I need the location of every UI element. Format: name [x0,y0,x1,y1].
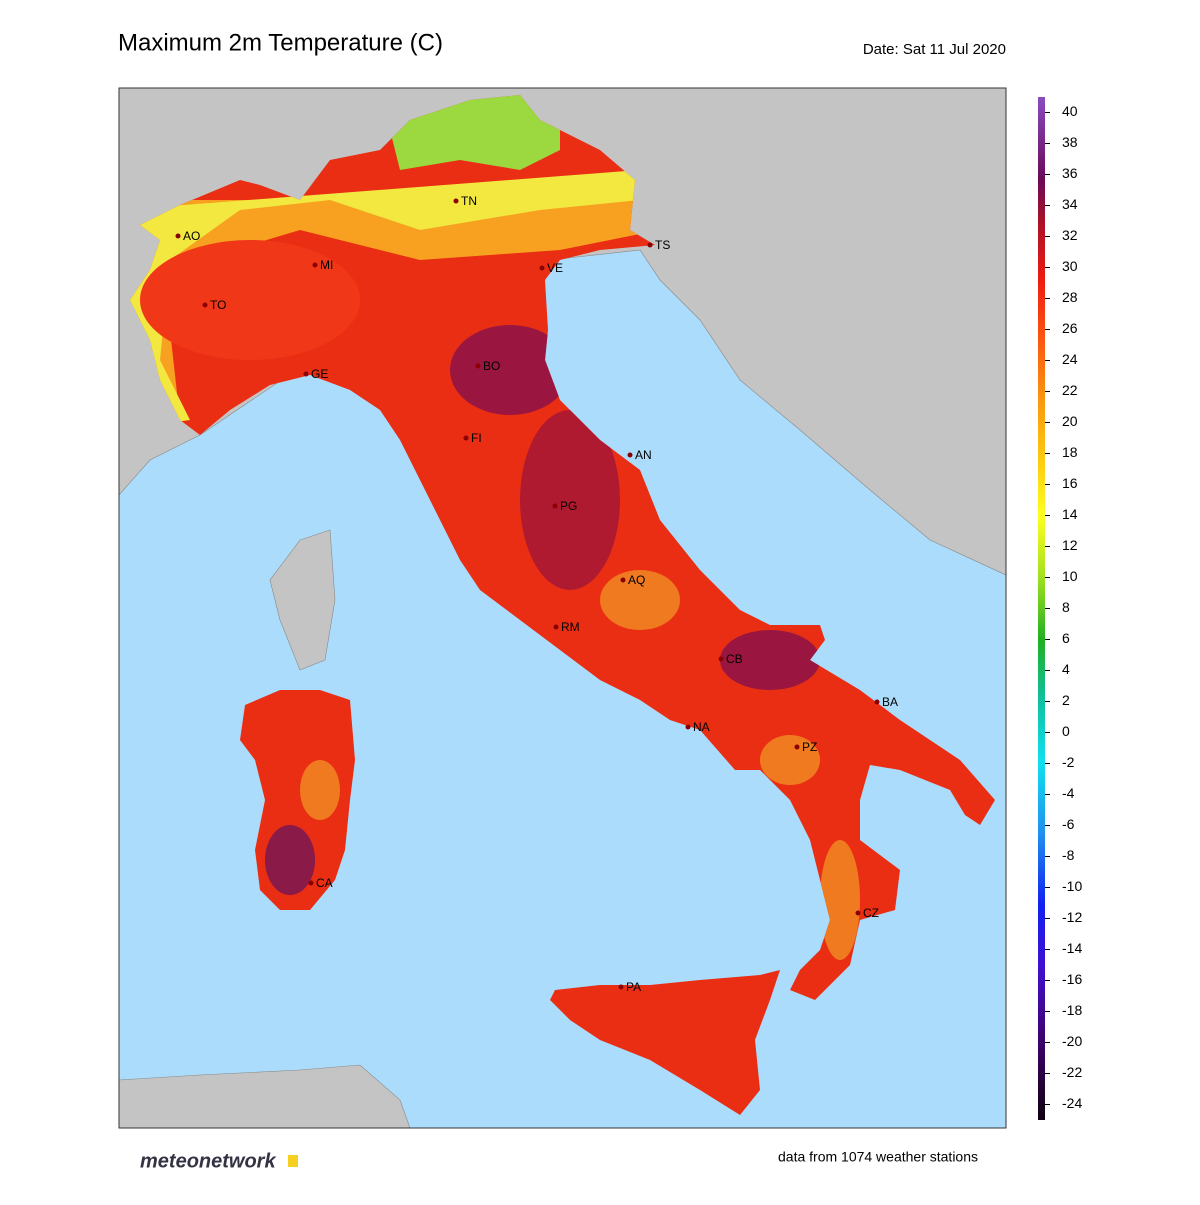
colorbar-tick-label: -10 [1062,878,1082,894]
city-label: PA [626,980,641,994]
city-label: AN [635,448,652,462]
colorbar-tick-label: 6 [1062,630,1070,646]
city-label: MI [320,258,333,272]
city-dot [539,265,545,271]
colorbar-tick-label: -20 [1062,1033,1082,1049]
city-label: RM [561,620,580,634]
city-label: TN [461,194,477,208]
colorbar-tick-label: -24 [1062,1095,1082,1111]
colorbar-tick-label: 26 [1062,320,1078,336]
city-dot [308,880,314,886]
colorbar-tick-label: 32 [1062,227,1078,243]
city-label: CB [726,652,743,666]
colorbar-tick-label: -14 [1062,940,1082,956]
city-dot [627,452,633,458]
city-label: FI [471,431,482,445]
colorbar-tick-label: 4 [1062,661,1070,677]
city-label: AO [183,229,200,243]
footer: meteonetwork data from 1074 weather stat… [140,1149,978,1173]
city-label: PG [560,499,577,513]
colorbar-tick-label: -12 [1062,909,1082,925]
colorbar-tick-label: 8 [1062,599,1070,615]
title: Maximum 2m Temperature (C) [118,29,443,56]
colorbar-tick-label: 2 [1062,692,1070,708]
logo-square [288,1155,298,1167]
colorbar-tick-label: -6 [1062,816,1075,832]
city-dot [202,302,208,308]
colorbar-tick-label: -2 [1062,754,1075,770]
city-label: PZ [802,740,817,754]
colorbar-tick-label: 0 [1062,723,1070,739]
stations-note: data from 1074 weather stations [778,1149,978,1165]
city-label: GE [311,367,328,381]
city-dot [874,699,880,705]
city-dot [620,577,626,583]
map-frame [118,87,1007,1129]
colorbar [1038,97,1045,1120]
city-dot [303,371,309,377]
colorbar-tick-label: 24 [1062,351,1078,367]
colorbar-tick-label: 30 [1062,258,1078,274]
colorbar-tick-label: 36 [1062,165,1078,181]
colorbar-tick-label: -16 [1062,971,1082,987]
city-dot [618,984,624,990]
city-dot [794,744,800,750]
colorbar-tick-label: 38 [1062,134,1078,150]
city-dot [475,363,481,369]
city-label: BO [483,359,500,373]
colorbar-tick-label: 20 [1062,413,1078,429]
city-label: CA [316,876,333,890]
colorbar-tick-label: 34 [1062,196,1078,212]
city-label: NA [693,720,710,734]
colorbar-tick-label: -18 [1062,1002,1082,1018]
colorbar-tick-label: 12 [1062,537,1078,553]
colorbar-tick-label: 28 [1062,289,1078,305]
colorbar-tick-label: 16 [1062,475,1078,491]
city-dot [453,198,459,204]
city-dot [463,435,469,441]
city-label: VE [547,261,563,275]
city-label: TO [210,298,226,312]
city-dot [312,262,318,268]
land [119,1064,411,1128]
city-dot [855,910,861,916]
colorbar-tick-label: 14 [1062,506,1078,522]
city-dot [175,233,181,239]
colorbar-tick-label: -4 [1062,785,1075,801]
city-dot [685,724,691,730]
map [119,88,1006,1128]
corsica [269,529,336,671]
city-dot [647,242,653,248]
city-label: AQ [628,573,645,587]
city-dot [552,503,558,509]
colorbar-tick-label: 18 [1062,444,1078,460]
date: Date: Sat 11 Jul 2020 [863,41,1006,58]
city-dot [718,656,724,662]
colorbar-tick-label: 10 [1062,568,1078,584]
logo: meteonetwork [140,1150,276,1172]
colorbar-tick-label: 22 [1062,382,1078,398]
city-label: TS [655,238,670,252]
colorbar-tick-label: 40 [1062,103,1078,119]
city-label: BA [882,695,898,709]
colorbar-tick-label: -8 [1062,847,1075,863]
colorbar-tick-label: -22 [1062,1064,1082,1080]
city-label: CZ [863,906,879,920]
city-dot [553,624,559,630]
